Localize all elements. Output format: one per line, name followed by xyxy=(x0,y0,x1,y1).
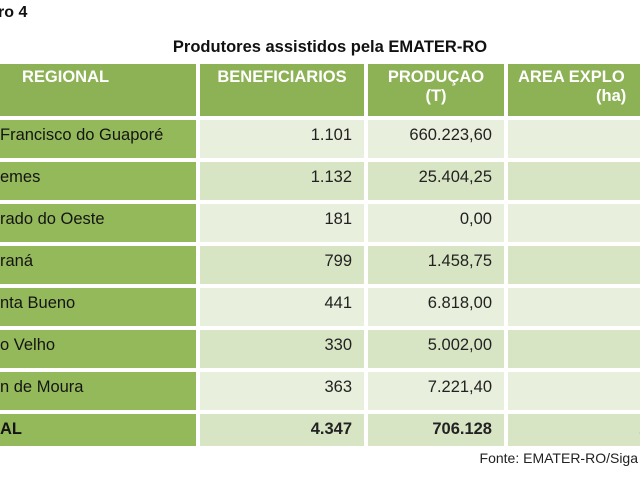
table-row-beneficiarios: 363 xyxy=(200,372,364,410)
table-row-producao: 5.002,00 xyxy=(368,330,504,368)
table-row-area xyxy=(508,372,640,410)
table-row-producao: 25.404,25 xyxy=(368,162,504,200)
table-row-area xyxy=(508,330,640,368)
table-row-regional: raná xyxy=(0,246,196,284)
table-title: Produtores assistidos pela EMATER-RO xyxy=(172,38,488,56)
header-area-unit: (ha) xyxy=(596,86,627,105)
table-row-beneficiarios: 1.101 xyxy=(200,120,364,158)
table-row-regional: n de Moura xyxy=(0,372,196,410)
table-row-regional: nta Bueno xyxy=(0,288,196,326)
table-row-regional: emes xyxy=(0,162,196,200)
header-producao-unit: (T) xyxy=(425,86,447,105)
table-row-beneficiarios: 1.132 xyxy=(200,162,364,200)
total-row-area: 1 xyxy=(508,414,640,446)
source-note: Fonte: EMATER-RO/Siga xyxy=(479,450,638,466)
table-row-area xyxy=(508,162,640,200)
header-regional: REGIONAL xyxy=(0,64,196,116)
total-row-label: AL xyxy=(0,414,196,446)
table-row-area xyxy=(508,288,640,326)
table-row-area xyxy=(508,246,640,284)
table-row-regional: Francisco do Guaporé xyxy=(0,120,196,158)
header-beneficiarios: BENEFICIARIOS xyxy=(200,64,364,116)
table-row-area xyxy=(508,204,640,242)
table-caption: ro 4 xyxy=(0,4,28,21)
total-row-beneficiarios: 4.347 xyxy=(200,414,364,446)
table-row-producao: 7.221,40 xyxy=(368,372,504,410)
table-row-producao: 660.223,60 xyxy=(368,120,504,158)
table-row-producao: 6.818,00 xyxy=(368,288,504,326)
table-row-producao: 0,00 xyxy=(368,204,504,242)
table-row-area xyxy=(508,120,640,158)
header-producao-label: PRODUÇAO xyxy=(387,68,485,86)
total-row-producao: 706.128 xyxy=(368,414,504,446)
table-row-regional: rado do Oeste xyxy=(0,204,196,242)
table-row-beneficiarios: 441 xyxy=(200,288,364,326)
table-row-beneficiarios: 181 xyxy=(200,204,364,242)
header-area: AREA EXPLO (ha) xyxy=(508,64,640,116)
table-row-beneficiarios: 330 xyxy=(200,330,364,368)
table-row-regional: o Velho xyxy=(0,330,196,368)
table-row-beneficiarios: 799 xyxy=(200,246,364,284)
table-row-producao: 1.458,75 xyxy=(368,246,504,284)
header-area-label: AREA EXPLO xyxy=(518,68,625,86)
header-producao: PRODUÇAO (T) xyxy=(368,64,504,116)
